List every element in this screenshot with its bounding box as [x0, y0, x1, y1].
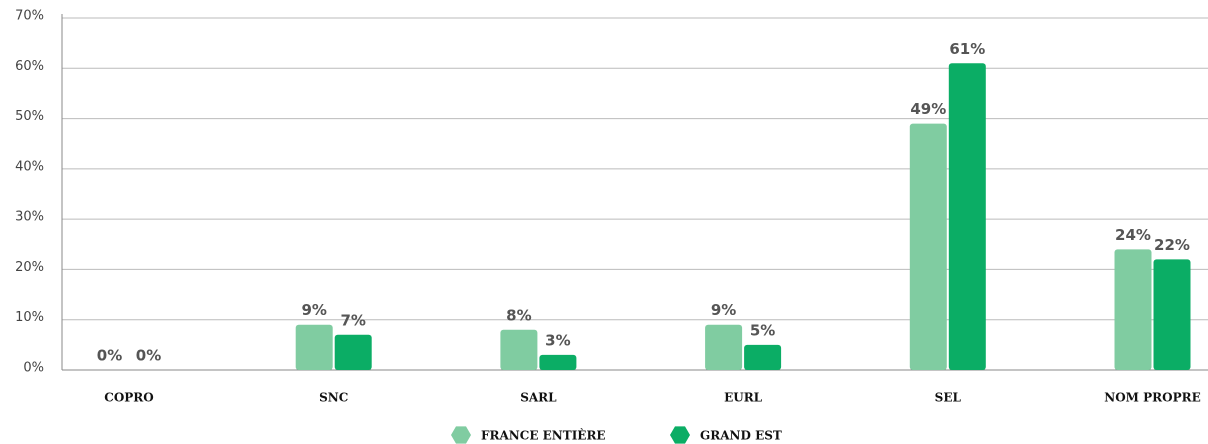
- y-tick-label: 0%: [23, 361, 44, 376]
- x-tick-label: NOM PROPRE: [1104, 391, 1200, 405]
- data-label: 9%: [711, 301, 736, 319]
- bar: [500, 329, 538, 370]
- bar: [295, 324, 333, 370]
- bar: [539, 354, 577, 370]
- x-tick-label: SARL: [520, 391, 557, 405]
- y-tick-label: 40%: [15, 159, 44, 174]
- x-tick-label: SNC: [319, 391, 348, 405]
- x-tick-label: SEL: [935, 391, 962, 405]
- data-label: 3%: [545, 331, 570, 349]
- bar: [909, 123, 947, 370]
- data-label: 7%: [340, 311, 365, 329]
- x-tick-label: EURL: [724, 391, 763, 405]
- bar: [1153, 259, 1191, 370]
- legend-label: GRAND EST: [700, 429, 782, 443]
- legend-label: FRANCE ENTIÈRE: [481, 428, 606, 443]
- bar: [1114, 249, 1152, 370]
- y-tick-label: 50%: [15, 109, 44, 124]
- data-label: 0%: [136, 347, 161, 365]
- data-label: 61%: [949, 40, 985, 58]
- legend-marker: [451, 426, 471, 444]
- data-label: 0%: [97, 347, 122, 365]
- y-tick-label: 20%: [15, 260, 44, 275]
- x-tick-label: COPRO: [104, 391, 153, 405]
- data-label: 22%: [1154, 236, 1190, 254]
- bar: [334, 334, 372, 370]
- y-tick-label: 10%: [15, 310, 44, 325]
- legend-marker: [670, 426, 690, 444]
- bar: [948, 63, 986, 370]
- data-label: 9%: [301, 301, 326, 319]
- y-tick-label: 70%: [15, 9, 44, 24]
- data-label: 24%: [1115, 226, 1151, 244]
- data-label: 5%: [750, 321, 775, 339]
- y-tick-label: 60%: [15, 59, 44, 74]
- data-label: 49%: [910, 100, 946, 118]
- bar: [744, 344, 782, 370]
- y-tick-label: 30%: [15, 210, 44, 225]
- data-label: 8%: [506, 306, 531, 324]
- bar: [705, 324, 743, 370]
